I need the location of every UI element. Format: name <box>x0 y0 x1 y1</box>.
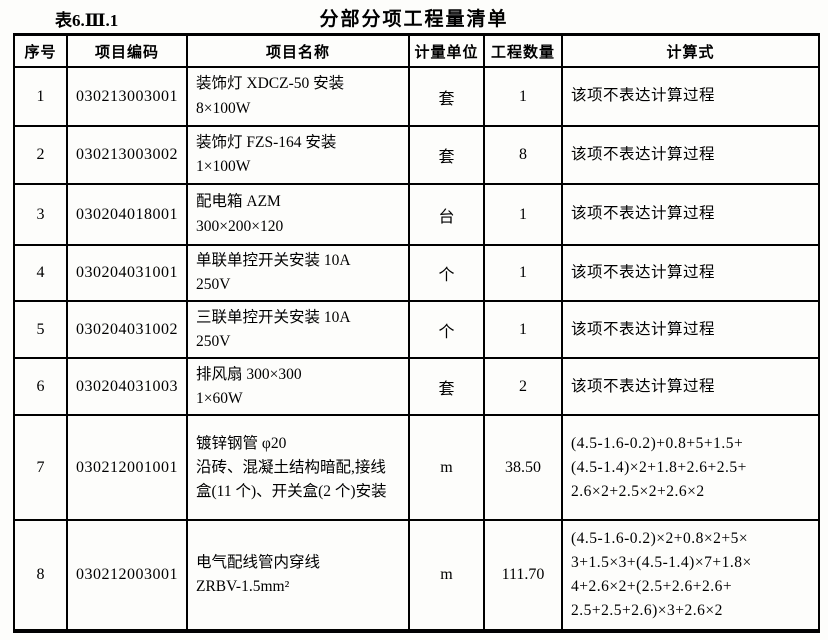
row-no-cell: 5 <box>13 300 68 360</box>
item-name-cell: 排风扇 300×300 1×60W <box>186 357 410 417</box>
formula-cell: 该项不表达计算过程 <box>561 183 820 246</box>
row-no-cell: 1 <box>13 66 68 127</box>
item-name-cell: 电气配线管内穿线 ZRBV-1.5mm² <box>186 519 410 634</box>
item-name-cell: 三联单控开关安装 10A 250V <box>186 300 410 360</box>
column-header-no: 序号 <box>13 33 68 68</box>
quantity-cell: 1 <box>483 300 563 360</box>
unit-cell: m <box>408 519 485 634</box>
item-name-cell: 装饰灯 XDCZ-50 安装 8×100W <box>186 66 410 127</box>
unit-cell: m <box>408 414 485 522</box>
formula-cell: 该项不表达计算过程 <box>561 125 820 185</box>
item-code-cell: 030204031001 <box>66 243 188 303</box>
row-no-cell: 6 <box>13 357 68 417</box>
column-header-unit: 计量单位 <box>408 33 485 68</box>
column-header-code: 项目编码 <box>66 33 188 68</box>
item-name-cell: 镀锌钢管 φ20 沿砖、混凝土结构暗配,接线盒(11 个)、开关盒(2 个)安装 <box>186 414 410 522</box>
formula-cell: 该项不表达计算过程 <box>561 243 820 303</box>
item-code-cell: 030212003001 <box>66 519 188 634</box>
item-code-cell: 030212001001 <box>66 414 188 522</box>
unit-cell: 个 <box>408 243 485 303</box>
unit-cell: 套 <box>408 66 485 127</box>
item-name-cell: 单联单控开关安装 10A 250V <box>186 243 410 303</box>
header-row: 序号 项目编码 项目名称 计量单位 工程数量 计算式 <box>13 33 820 68</box>
boq-table: 序号 项目编码 项目名称 计量单位 工程数量 计算式 1 03021300300… <box>13 33 820 634</box>
table-row: 5 030204031002 三联单控开关安装 10A 250V 个 1 该项不… <box>13 300 820 360</box>
column-header-formula: 计算式 <box>561 33 820 68</box>
formula-cell: (4.5-1.6-0.2)×2+0.8×2+5× 3+1.5×3+(4.5-1.… <box>561 519 820 634</box>
row-no-cell: 3 <box>13 183 68 246</box>
page-title: 分部分项工程量清单 <box>319 9 509 30</box>
quantity-cell: 1 <box>483 66 563 127</box>
title-bar: 表6.Ⅲ.1 分部分项工程量清单 <box>0 4 828 32</box>
item-code-cell: 030204031003 <box>66 357 188 417</box>
item-name-cell: 配电箱 AZM 300×200×120 <box>186 183 410 246</box>
item-code-cell: 030204018001 <box>66 183 188 246</box>
unit-cell: 套 <box>408 125 485 185</box>
quantity-cell: 1 <box>483 183 563 246</box>
formula-cell: 该项不表达计算过程 <box>561 300 820 360</box>
table-row: 3 030204018001 配电箱 AZM 300×200×120 台 1 该… <box>13 183 820 246</box>
table-row: 7 030212001001 镀锌钢管 φ20 沿砖、混凝土结构暗配,接线盒(1… <box>13 414 820 522</box>
formula-cell: 该项不表达计算过程 <box>561 66 820 127</box>
unit-cell: 台 <box>408 183 485 246</box>
item-code-cell: 030213003001 <box>66 66 188 127</box>
row-no-cell: 8 <box>13 519 68 634</box>
item-name-cell: 装饰灯 FZS-164 安装 1×100W <box>186 125 410 185</box>
table-row: 6 030204031003 排风扇 300×300 1×60W 套 2 该项不… <box>13 357 820 417</box>
column-header-name: 项目名称 <box>186 33 410 68</box>
quantity-cell: 2 <box>483 357 563 417</box>
row-no-cell: 4 <box>13 243 68 303</box>
row-no-cell: 7 <box>13 414 68 522</box>
row-no-cell: 2 <box>13 125 68 185</box>
formula-cell: (4.5-1.6-0.2)+0.8+5+1.5+ (4.5-1.4)×2+1.8… <box>561 414 820 522</box>
table-row: 8 030212003001 电气配线管内穿线 ZRBV-1.5mm² m 11… <box>13 519 820 634</box>
unit-cell: 套 <box>408 357 485 417</box>
table-row: 4 030204031001 单联单控开关安装 10A 250V 个 1 该项不… <box>13 243 820 303</box>
quantity-cell: 1 <box>483 243 563 303</box>
quantity-cell: 38.50 <box>483 414 563 522</box>
item-code-cell: 030213003002 <box>66 125 188 185</box>
unit-cell: 个 <box>408 300 485 360</box>
table-number: 表6.Ⅲ.1 <box>55 11 119 30</box>
item-code-cell: 030204031002 <box>66 300 188 360</box>
table-row: 1 030213003001 装饰灯 XDCZ-50 安装 8×100W 套 1… <box>13 66 820 127</box>
table-row: 2 030213003002 装饰灯 FZS-164 安装 1×100W 套 8… <box>13 125 820 185</box>
quantity-cell: 111.70 <box>483 519 563 634</box>
formula-cell: 该项不表达计算过程 <box>561 357 820 417</box>
column-header-qty: 工程数量 <box>483 33 563 68</box>
quantity-cell: 8 <box>483 125 563 185</box>
